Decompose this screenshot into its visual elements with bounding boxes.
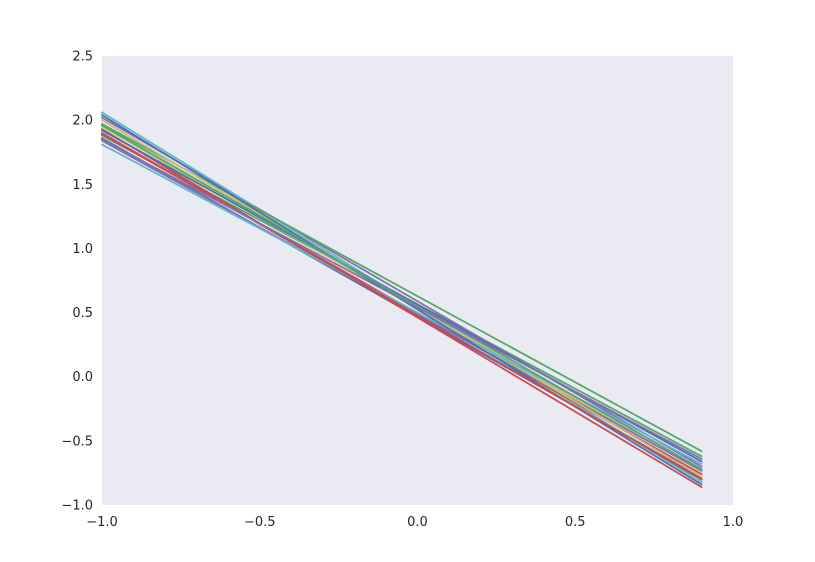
y-tick-label: −1.0 bbox=[61, 499, 93, 514]
series-line-12 bbox=[100, 143, 703, 466]
y-tick-label: 0.5 bbox=[72, 306, 93, 321]
y-tick-label: 1.0 bbox=[72, 242, 93, 257]
series-line-3 bbox=[100, 127, 703, 489]
series-line-8 bbox=[100, 122, 703, 453]
x-tick-label: 0.5 bbox=[565, 515, 586, 530]
x-tick-label: 1.0 bbox=[723, 515, 744, 530]
x-tick-label: −0.5 bbox=[244, 515, 276, 530]
x-tick-label: 0.0 bbox=[407, 515, 428, 530]
y-tick-label: −0.5 bbox=[61, 434, 93, 449]
series-line-16 bbox=[100, 138, 703, 461]
y-axis-ticks: −1.0 −0.5 0.0 0.5 1.0 1.5 2.0 2.5 bbox=[61, 50, 93, 514]
y-tick-label: 2.5 bbox=[72, 50, 93, 65]
series-line-14 bbox=[100, 124, 703, 471]
x-axis-ticks: −1.0 −0.5 0.0 0.5 1.0 bbox=[86, 515, 743, 530]
y-tick-label: 0.0 bbox=[72, 370, 93, 385]
x-tick-label: −1.0 bbox=[86, 515, 118, 530]
series-line-15 bbox=[100, 131, 703, 481]
series-layer bbox=[100, 111, 703, 489]
y-tick-label: 1.5 bbox=[72, 178, 93, 193]
y-tick-label: 2.0 bbox=[72, 114, 93, 129]
